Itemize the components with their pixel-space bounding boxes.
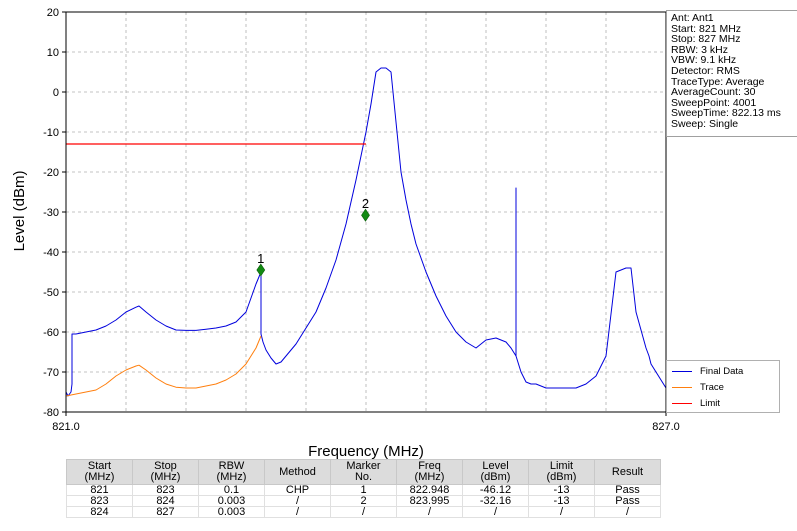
table-cell: 827 [132,506,199,518]
marker-1-label: 1 [257,251,264,266]
table-cell: 0.003 [198,495,265,507]
table-cell: 0.1 [198,484,265,496]
y-tick-label: -60 [43,327,59,339]
table-cell: / [264,506,331,518]
info-line-vbw: VBW: 9.1 kHz [671,54,737,67]
table-cell: -13 [528,495,595,507]
legend-label-limit: Limit [700,397,721,409]
y-tick-label: -50 [43,287,59,299]
info-line-averagecount: AverageCount: 30 [671,86,756,99]
header-rbw: RBW (MHz) [198,459,265,485]
info-line-sweeppoint: SweepPoint: 4001 [671,96,757,109]
marker-group: 12 [256,196,370,277]
y-tick-label: -80 [43,407,59,419]
legend-item-final-data: Final Data [672,364,743,378]
table-cell: / [528,506,595,518]
y-tick-label: -40 [43,247,59,259]
x-axis-label: Frequency (MHz) [308,443,424,460]
table-cell: 822.948 [396,484,463,496]
table-cell: / [264,495,331,507]
header-rbw-text: RBW (MHz) [216,460,247,483]
table-cell: 824 [66,506,133,518]
table-cell: 823 [66,495,133,507]
header-level: Level (dBm) [462,459,529,485]
table-cell: / [462,506,529,518]
x-tick-label: 821.0 [52,421,80,433]
table-cell: 824 [132,495,199,507]
header-freq-text: Freq (MHz) [414,460,445,483]
header-marker-no-text: Marker No. [346,460,381,483]
header-method: Method [264,459,331,485]
y-tick-label: -70 [43,367,59,379]
table-cell: / [396,506,463,518]
table-cell: 2 [330,495,397,507]
header-marker-no: Marker No. [330,459,397,485]
axis-ticks: 20 10 0 -10 -20 -30 -40 -50 -60 -70 -80 821.0 827.0 [43,7,680,433]
table-cell: -13 [528,484,595,496]
series-group [65,67,667,397]
series-line-trace [65,335,262,397]
header-result: Result [594,459,661,485]
table-header-row: Start (MHz) Stop (MHz) RBW (MHz) Method … [66,459,661,485]
results-table: Start (MHz) Stop (MHz) RBW (MHz) Method … [66,459,661,518]
header-limit: Limit (dBm) [528,459,595,485]
legend-swatch-limit [672,402,692,404]
y-axis-label: Level (dBm) [11,171,28,252]
info-line-detector: Detector: RMS [671,64,740,77]
info-line-rbw: RBW: 3 kHz [671,43,728,56]
header-start: Start (MHz) [66,459,133,485]
x-tick-label: 827.0 [652,421,680,433]
header-freq: Freq (MHz) [396,459,463,485]
legend-swatch-trace [672,386,692,388]
legend-item-limit: Limit [672,396,720,410]
header-start-text: Start (MHz) [84,460,115,483]
marker-1-diamond [256,263,266,277]
marker-2-label: 2 [362,196,369,211]
legend: Final Data Trace Limit [666,360,780,413]
table-cell: Pass [594,484,661,496]
table-cell: CHP [264,484,331,496]
y-tick-label: -30 [43,207,59,219]
marker-2-diamond [361,208,370,222]
table-cell: -46.12 [462,484,529,496]
table-cell: / [594,506,661,518]
table-row: 821 823 0.1 CHP 1 822.948 -46.12 -13 Pas… [66,484,661,496]
info-line-antenna: Ant: Ant1 [671,12,714,24]
info-line-start: Start: 821 MHz [671,22,742,35]
header-stop-text: Stop (MHz) [150,460,181,483]
table-row: 823 824 0.003 / 2 823.995 -32.16 -13 Pas… [66,495,661,507]
table-row: 824 827 0.003 / / / / / / [66,506,661,518]
y-tick-label: 10 [47,47,59,59]
sweep-info-box: Ant: Ant1 Start: 821 MHz Stop: 827 MHz R… [666,10,797,137]
legend-swatch-final-data [672,370,692,372]
header-limit-text: Limit (dBm) [546,460,577,483]
grid [66,12,666,412]
series-line-final-data [65,67,667,397]
legend-label-final-data: Final Data [700,365,744,377]
table-cell: 821 [66,484,133,496]
table-cell: 823 [132,484,199,496]
legend-label-trace: Trace [700,381,724,393]
header-level-text: Level (dBm) [480,460,511,483]
header-result-text: Result [611,465,644,478]
table-cell: / [330,506,397,518]
y-tick-label: -20 [43,167,59,179]
table-cell: 823.995 [396,495,463,507]
info-line-stop: Stop: 827 MHz [671,33,741,46]
table-cell: 1 [330,484,397,496]
info-line-tracetype: TraceType: Average [671,75,765,88]
y-tick-label: -10 [43,127,59,139]
table-cell: 0.003 [198,506,265,518]
legend-item-trace: Trace [672,380,724,394]
info-line-sweep: Sweep: Single [671,117,739,130]
table-cell: -32.16 [462,495,529,507]
y-tick-label: 0 [53,87,59,99]
table-cell: Pass [594,495,661,507]
header-stop: Stop (MHz) [132,459,199,485]
info-line-sweeptime: SweepTime: 822.13 ms [671,107,781,120]
y-tick-label: 20 [47,7,59,19]
header-method-text: Method [279,465,316,478]
